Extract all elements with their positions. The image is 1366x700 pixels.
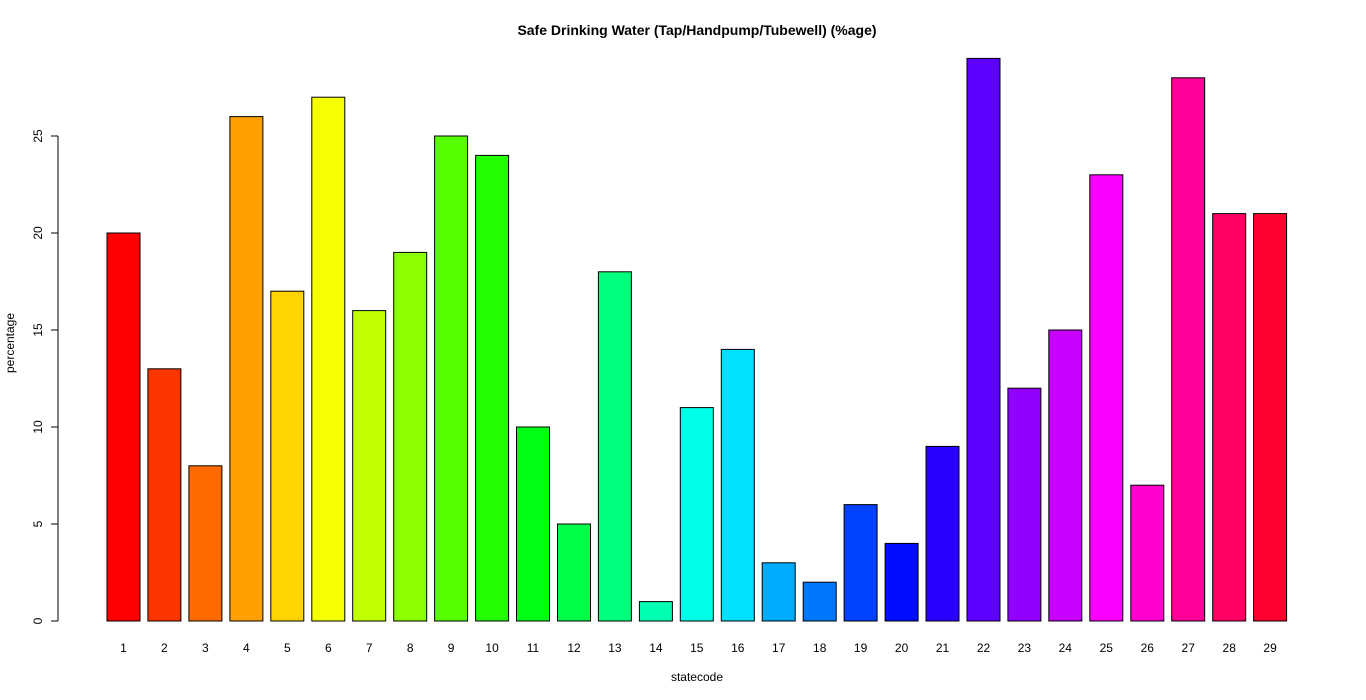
x-tick-label: 3 — [202, 641, 209, 655]
chart-title: Safe Drinking Water (Tap/Handpump/Tubewe… — [517, 22, 876, 38]
y-tick-label: 0 — [31, 617, 45, 624]
bar — [270, 290, 305, 622]
x-tick-label: 28 — [1223, 641, 1237, 655]
bar — [311, 96, 346, 622]
bar — [1007, 387, 1042, 622]
bar — [106, 232, 141, 622]
x-tick-label: 23 — [1018, 641, 1032, 655]
bar — [393, 251, 428, 622]
bar — [1171, 77, 1206, 622]
x-tick-label: 1 — [120, 641, 127, 655]
y-tick-label: 10 — [31, 420, 45, 434]
x-tick-label: 24 — [1059, 641, 1073, 655]
y-axis-label: percentage — [3, 313, 17, 373]
x-tick-label: 25 — [1100, 641, 1114, 655]
x-axis-label: statecode — [671, 670, 723, 684]
x-tick-label: 7 — [366, 641, 373, 655]
bar — [761, 562, 796, 622]
x-tick-label: 11 — [527, 641, 540, 655]
bar — [679, 407, 714, 622]
bar — [434, 135, 469, 622]
x-tick-label: 6 — [325, 641, 332, 655]
x-tick-label: 18 — [813, 641, 827, 655]
x-tick-label: 27 — [1182, 641, 1196, 655]
x-tick-label: 19 — [854, 641, 868, 655]
bar — [1130, 484, 1165, 622]
x-tick-label: 16 — [731, 641, 745, 655]
bar — [188, 465, 223, 622]
x-tick-label: 9 — [448, 641, 455, 655]
bar — [802, 581, 837, 622]
bar — [720, 348, 755, 622]
bar — [843, 504, 878, 622]
bar — [147, 368, 182, 622]
y-tick-label: 5 — [31, 520, 45, 527]
bar — [1089, 174, 1124, 622]
x-tick-label: 2 — [161, 641, 168, 655]
y-tick-label: 15 — [31, 323, 45, 337]
bar — [1212, 213, 1247, 622]
x-tick-label: 14 — [649, 641, 663, 655]
bar — [516, 426, 550, 622]
bar — [966, 57, 1001, 622]
bar — [352, 310, 387, 622]
x-tick-label: 12 — [567, 641, 581, 655]
x-tick-label: 20 — [895, 641, 909, 655]
x-tick-labels: 1 2 3 4 5 6 7 8 9 10 11 12 13 14 15 16 17 18 19 20 21 22 23 24 2… — [120, 641, 1277, 655]
bar — [925, 445, 960, 622]
x-tick-label: 26 — [1141, 641, 1155, 655]
y-axis: 0 5 10 15 20 25 — [31, 129, 59, 624]
bar — [884, 542, 919, 622]
y-tick-label: 20 — [31, 226, 45, 240]
y-tick-label: 25 — [31, 129, 45, 143]
x-tick-label: 17 — [772, 641, 786, 655]
bar — [229, 116, 264, 622]
x-tick-label: 15 — [690, 641, 704, 655]
bar — [1048, 329, 1083, 622]
bar — [475, 154, 510, 622]
x-tick-label: 29 — [1263, 641, 1277, 655]
x-tick-label: 10 — [485, 641, 499, 655]
x-tick-label: 21 — [936, 641, 950, 655]
x-tick-label: 8 — [407, 641, 414, 655]
bar — [557, 523, 591, 622]
x-tick-label: 13 — [608, 641, 622, 655]
x-tick-label: 22 — [977, 641, 991, 655]
x-tick-label: 4 — [243, 641, 250, 655]
x-tick-label: 5 — [284, 641, 291, 655]
bars-group — [106, 57, 1288, 622]
bar — [638, 601, 673, 622]
bar — [597, 271, 632, 622]
bar — [1253, 213, 1288, 622]
